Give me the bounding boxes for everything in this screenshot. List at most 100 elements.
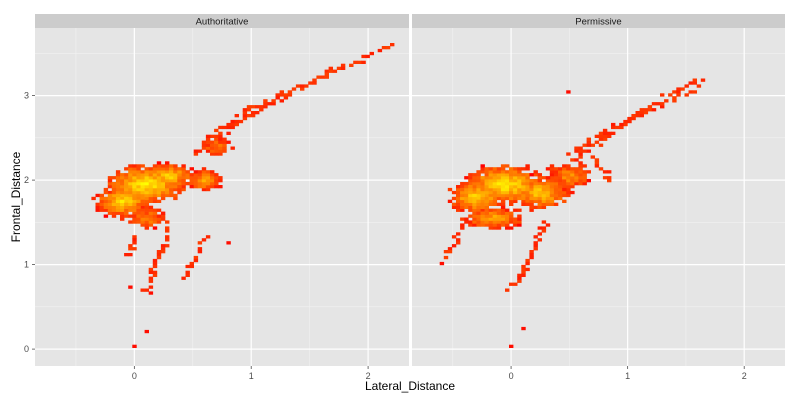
strip-background-permissive [412, 14, 785, 28]
heat-cell [152, 176, 158, 180]
heat-cell [369, 51, 374, 56]
heat-cell [193, 185, 199, 189]
heat-cell [189, 173, 194, 177]
heat-cell [201, 182, 207, 186]
heat-cell [476, 173, 481, 177]
heat-cell [529, 190, 534, 195]
heat-cell [476, 190, 481, 195]
heat-cell [144, 329, 149, 334]
heat-cell [672, 99, 677, 103]
heat-cell [509, 202, 514, 206]
heat-cell [460, 193, 465, 198]
heat-cell [328, 66, 333, 70]
heat-cell [451, 235, 457, 239]
heat-cell [639, 108, 644, 112]
heat-cell [111, 185, 117, 189]
heat-cell [464, 196, 469, 201]
heat-cell [99, 208, 104, 212]
heat-cell [148, 208, 154, 212]
heat-cell [513, 187, 518, 192]
heat-cell [214, 146, 219, 150]
heat-cell [488, 202, 493, 206]
heat-cell [562, 199, 567, 203]
heat-cell [509, 173, 514, 177]
heat-cell [582, 149, 587, 153]
heat-cell [120, 187, 125, 192]
heat-cell [562, 179, 567, 183]
heat-cell [210, 170, 215, 174]
heat-cell [537, 226, 542, 230]
heat-cell [521, 199, 526, 203]
heat-cell [513, 179, 518, 183]
heat-cell [140, 199, 145, 203]
heat-cell [558, 187, 563, 192]
heat-cell [259, 108, 264, 112]
heat-cell [500, 185, 506, 189]
heat-cell [312, 78, 317, 82]
heat-cell [263, 102, 268, 106]
heat-cell [639, 111, 644, 115]
heat-cell [505, 164, 510, 168]
heat-cell [509, 220, 514, 224]
heat-cell [148, 291, 154, 295]
heat-cell [177, 170, 182, 174]
heat-cell [623, 119, 628, 124]
heat-cell [468, 179, 473, 183]
heat-cell [99, 196, 104, 201]
heat-cell [148, 196, 154, 201]
heat-cell [156, 173, 162, 177]
heat-cell [140, 217, 145, 221]
heat-cell [460, 199, 465, 203]
heat-cell [468, 190, 473, 195]
heat-cell [181, 276, 186, 280]
heat-cell [169, 167, 174, 171]
heat-cell [140, 179, 145, 183]
heat-cell [111, 182, 117, 186]
heat-cell [509, 217, 514, 221]
heat-cell [140, 214, 145, 218]
heat-cell [324, 69, 329, 73]
heat-cell [148, 285, 154, 289]
heat-cell [558, 196, 563, 201]
heat-cell [210, 179, 215, 183]
heat-cell [136, 185, 141, 189]
heat-cell [525, 267, 530, 272]
heat-cell [308, 81, 313, 85]
heat-cell [148, 179, 154, 183]
heat-cell [558, 190, 563, 195]
heat-cell [492, 217, 498, 221]
heat-cell [218, 137, 223, 141]
heat-cell [574, 146, 579, 150]
heat-cell [218, 134, 223, 138]
heat-cell [103, 196, 109, 201]
heat-cell [185, 270, 190, 274]
heat-cell [566, 152, 571, 156]
heat-cell [111, 202, 117, 206]
heat-cell [173, 187, 178, 192]
heat-cell [152, 199, 158, 203]
heat-cell [509, 176, 514, 180]
heat-cell [541, 196, 547, 201]
heat-cell [214, 176, 219, 180]
x-axis-title: Lateral_Distance [365, 379, 455, 393]
heat-cell [468, 185, 473, 189]
heat-cell [185, 273, 190, 277]
heat-cell [107, 185, 113, 189]
heat-cell [148, 182, 154, 186]
heat-cell [464, 202, 469, 206]
heat-cell [132, 173, 137, 177]
heat-cell [562, 164, 567, 168]
heat-cell [152, 226, 158, 230]
heat-cell [152, 187, 158, 192]
heat-cell [165, 161, 170, 165]
heat-cell [480, 214, 485, 218]
heat-cell [136, 179, 141, 183]
heat-cell [476, 202, 481, 206]
heat-cell [144, 170, 149, 174]
heat-cell [562, 167, 567, 171]
heat-cell [472, 187, 477, 192]
heat-cell [484, 208, 489, 212]
heat-cell [140, 185, 145, 189]
heat-cell [558, 167, 563, 171]
heat-cell [521, 182, 526, 186]
